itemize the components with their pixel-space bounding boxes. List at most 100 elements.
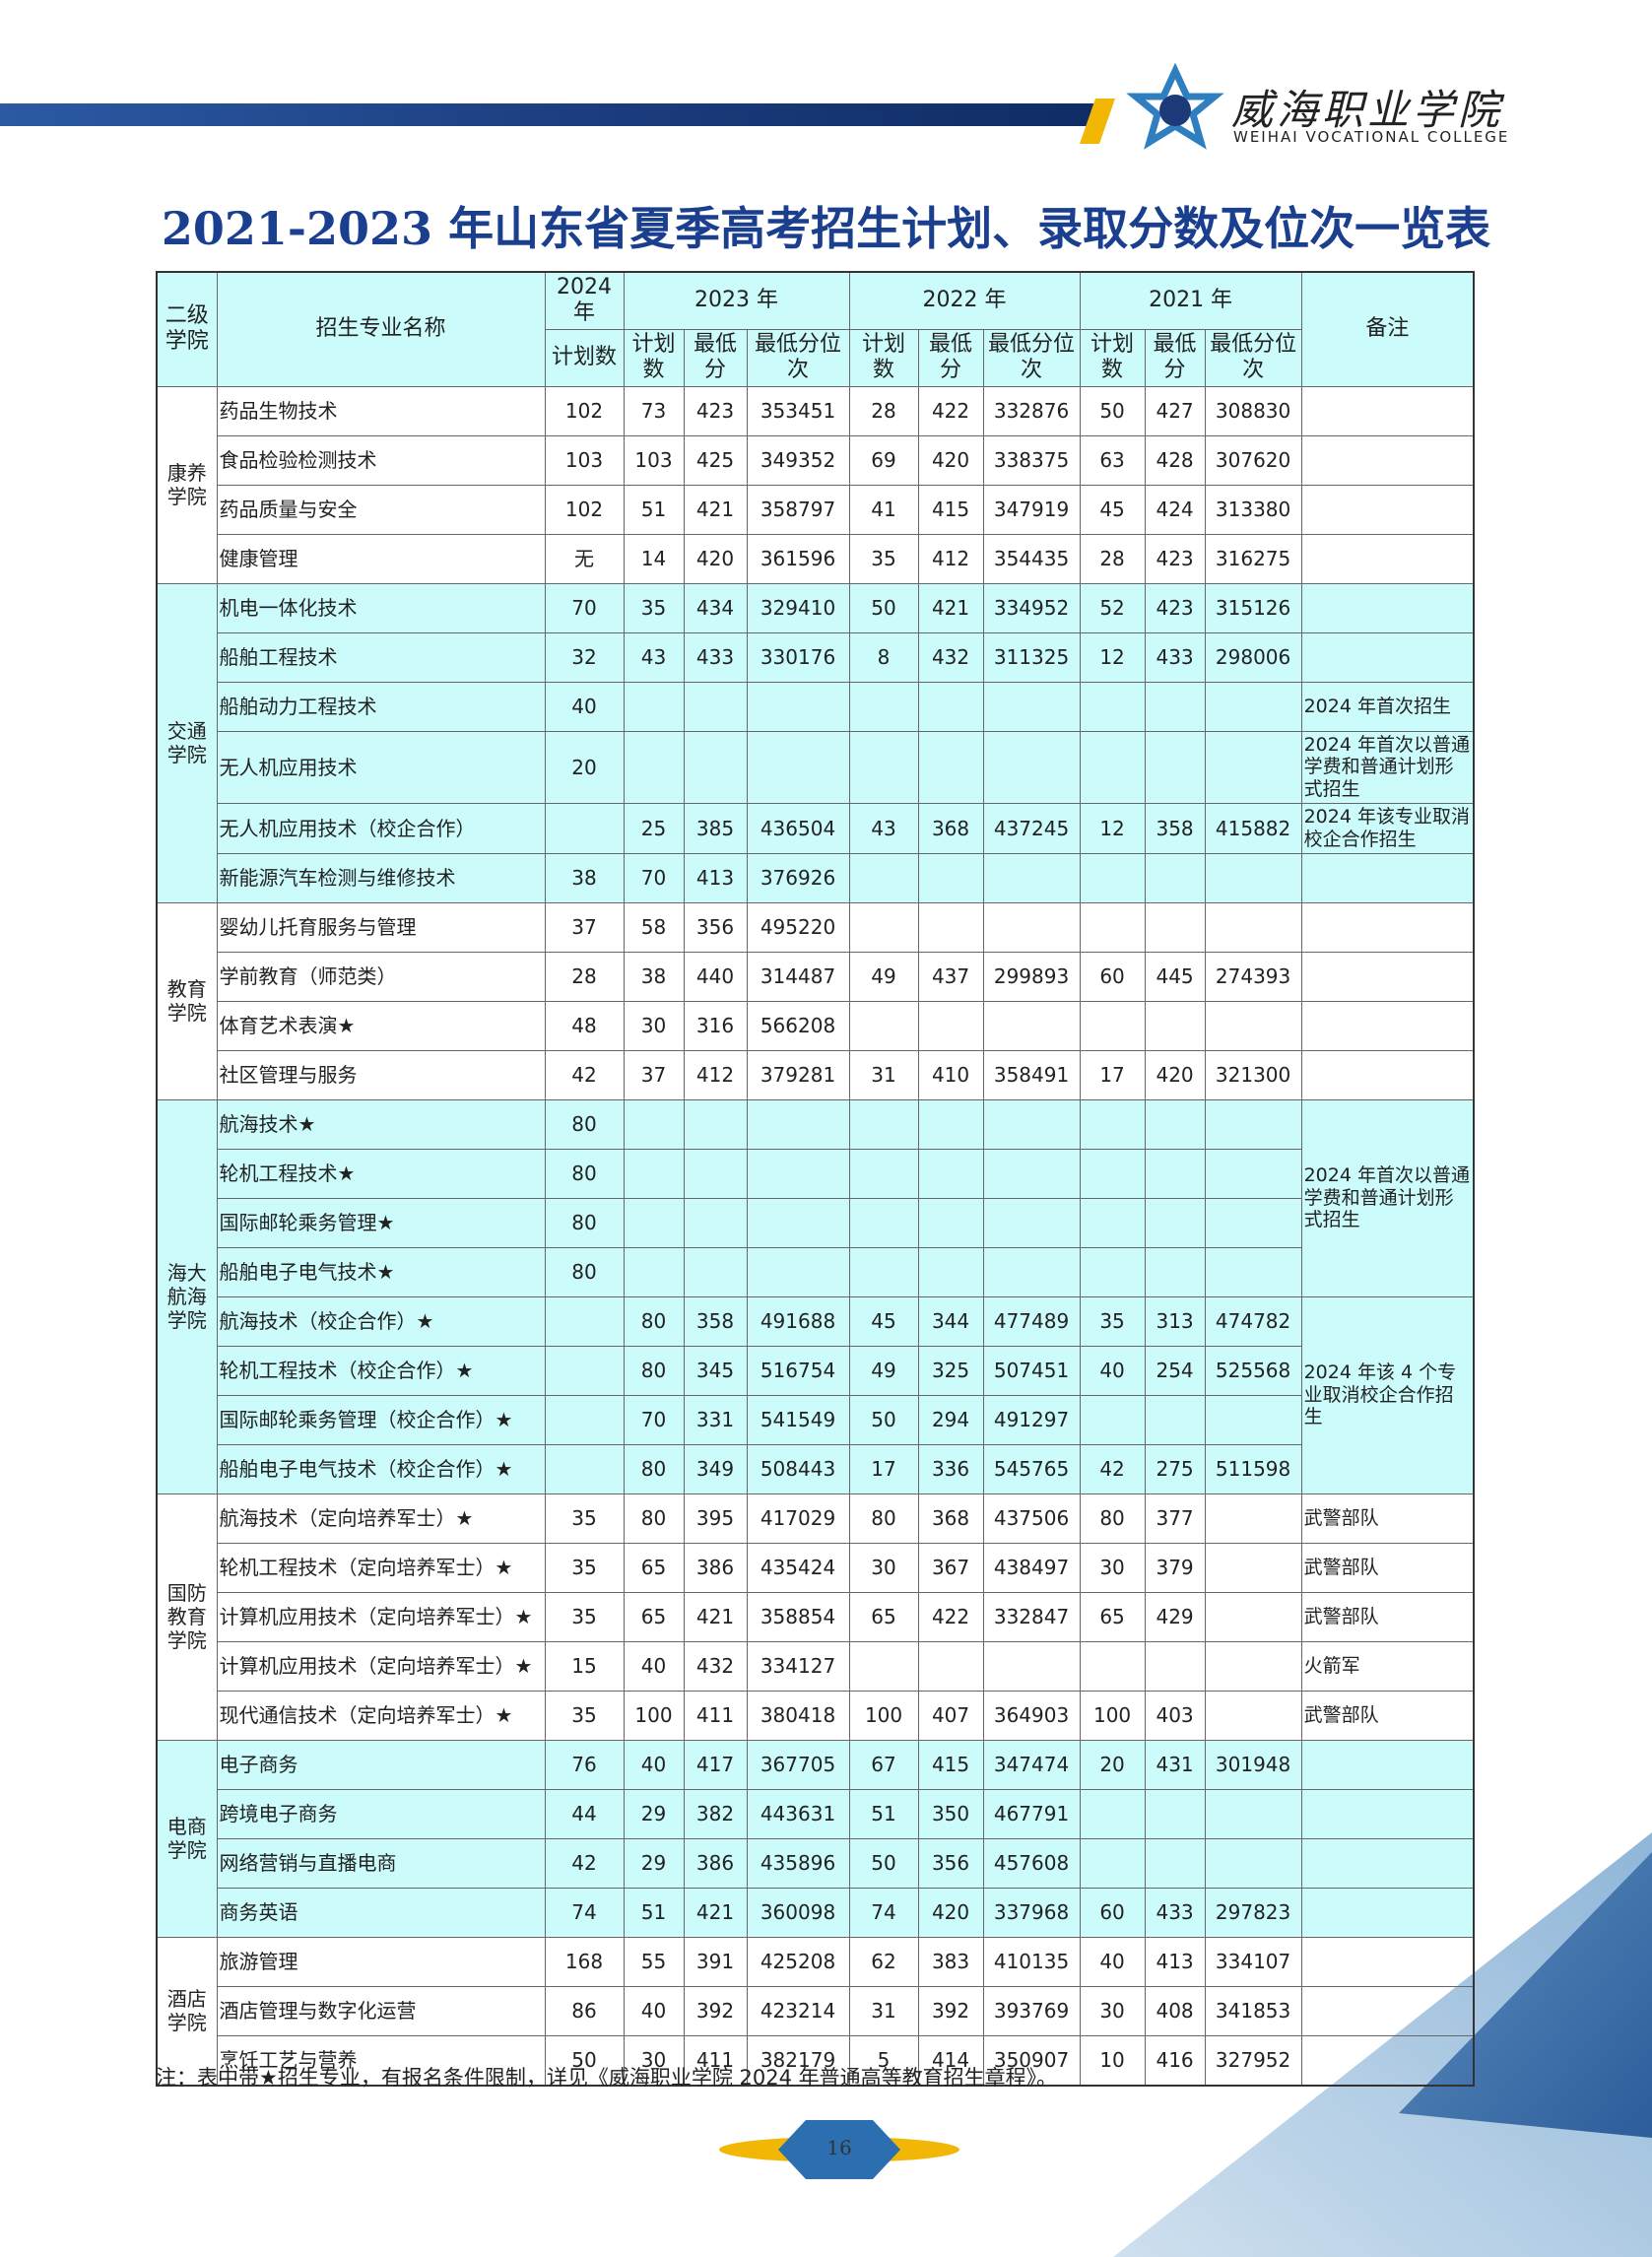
remark-cell: 2024 年首次招生	[1300, 681, 1475, 732]
value-cell: 420	[683, 533, 748, 584]
remark-cell	[1300, 901, 1475, 953]
table-row: 新能源汽车检测与维修技术 38 70 413 376926	[157, 852, 1475, 903]
remark-cell	[1300, 385, 1475, 436]
value-cell: 55	[623, 1936, 685, 1987]
value-cell	[917, 1000, 984, 1051]
value-cell: 15	[544, 1640, 625, 1692]
major-cell: 新能源汽车检测与维修技术	[216, 852, 546, 903]
value-cell: 491297	[982, 1394, 1081, 1445]
remark-cell	[1300, 1788, 1475, 1839]
value-cell: 40	[623, 1739, 685, 1790]
value-cell: 379	[1144, 1542, 1206, 1593]
value-cell: 20	[1079, 1739, 1146, 1790]
header-bar	[0, 103, 1093, 126]
value-cell	[1079, 681, 1146, 732]
major-cell: 机电一体化技术	[216, 582, 546, 633]
value-cell: 432	[917, 631, 984, 683]
value-cell: 541549	[746, 1394, 850, 1445]
header-row: 二级学院 招生专业名称 2024 年 2023 年 2022 年 2021 年备注	[156, 271, 1475, 387]
value-cell	[1204, 1837, 1302, 1889]
value-cell: 445	[1144, 951, 1206, 1002]
value-cell	[848, 901, 919, 953]
value-cell: 30	[848, 1542, 919, 1593]
value-cell: 358854	[746, 1591, 850, 1642]
major-cell: 国际邮轮乘务管理（校企合作）★	[216, 1394, 546, 1445]
value-cell: 545765	[982, 1443, 1081, 1494]
value-cell: 361596	[746, 533, 850, 584]
value-cell: 327952	[1204, 2034, 1302, 2087]
value-cell: 429	[1144, 1591, 1206, 1642]
value-cell: 358491	[982, 1049, 1081, 1100]
header-sub: 计划数	[623, 328, 685, 387]
value-cell: 313380	[1204, 484, 1302, 535]
college-cell: 电商学院	[156, 1739, 218, 1938]
value-cell: 377	[1144, 1493, 1206, 1544]
table-row: 社区管理与服务 42 37 412 379281 31 410 358491 17 420 3213…	[157, 1049, 1475, 1100]
value-cell: 410	[917, 1049, 984, 1100]
value-cell	[746, 1246, 850, 1297]
value-cell	[1204, 1246, 1302, 1297]
value-cell: 332847	[982, 1591, 1081, 1642]
value-cell: 无	[544, 533, 625, 584]
table-body: 康养学院 药品生物技术 102 73 423 353451 28 422 332876 50 427…	[156, 385, 1475, 2087]
college-cell: 交通学院	[156, 582, 218, 903]
remark-cell	[1300, 951, 1475, 1002]
major-cell: 船舶电子电气技术★	[216, 1246, 546, 1297]
value-cell: 507451	[982, 1345, 1081, 1396]
value-cell: 385	[683, 802, 748, 854]
table-row: 烹饪工艺与营养 50 30 411 382179 5 414 350907 10 416 32795…	[157, 2034, 1475, 2087]
value-cell: 413	[1144, 1936, 1206, 1987]
value-cell: 334107	[1204, 1936, 1302, 1987]
header-sub: 最低分位次	[746, 328, 850, 387]
header-year: 2024 年	[544, 271, 625, 330]
value-cell	[848, 1098, 919, 1150]
table-row: 酒店学院 旅游管理 168 55 391 425208 62 383 410135 40 413 33…	[156, 1936, 1475, 2087]
table-row: 国际邮轮乘务管理★ 80	[157, 1197, 1474, 1248]
value-cell	[982, 852, 1081, 903]
major-cell: 药品生物技术	[216, 385, 546, 436]
value-cell	[1144, 1246, 1206, 1297]
value-cell: 423	[683, 385, 748, 436]
value-cell: 356	[917, 1837, 984, 1889]
value-cell: 337968	[982, 1887, 1081, 1938]
major-cell: 轮机工程技术（校企合作）★	[216, 1345, 546, 1396]
value-cell: 49	[848, 951, 919, 1002]
value-cell: 415	[917, 484, 984, 535]
value-cell: 65	[623, 1591, 685, 1642]
value-cell: 65	[848, 1591, 919, 1642]
value-cell: 457608	[982, 1837, 1081, 1889]
value-cell: 417029	[746, 1493, 850, 1544]
header-cell: 招生专业名称	[216, 271, 546, 387]
value-cell	[683, 1246, 748, 1297]
value-cell: 425208	[746, 1936, 850, 1987]
value-cell: 358	[683, 1295, 748, 1347]
value-cell: 525568	[1204, 1345, 1302, 1396]
value-cell: 28	[1079, 533, 1146, 584]
value-cell: 80	[1079, 1493, 1146, 1544]
value-cell	[848, 681, 919, 732]
college-cell: 国防教育学院	[156, 1493, 218, 1741]
value-cell: 367	[917, 1542, 984, 1593]
value-cell	[1144, 1197, 1206, 1248]
table-row: 现代通信技术（定向培养军士）★ 35 100 411 380418 100 407 36490…	[157, 1690, 1475, 1741]
value-cell: 411	[683, 2034, 748, 2087]
remark-cell	[1300, 631, 1475, 683]
value-cell: 386	[683, 1542, 748, 1593]
value-cell: 12	[1079, 631, 1146, 683]
major-cell: 学前教育（师范类）	[216, 951, 546, 1002]
value-cell	[848, 1000, 919, 1051]
value-cell: 353451	[746, 385, 850, 436]
value-cell: 440	[683, 951, 748, 1002]
value-cell: 43	[623, 631, 685, 683]
value-cell: 25	[623, 802, 685, 854]
value-cell: 425	[683, 434, 748, 486]
value-cell	[1079, 1000, 1146, 1051]
value-cell: 35	[544, 1591, 625, 1642]
value-cell: 60	[1079, 1887, 1146, 1938]
value-cell	[1144, 681, 1206, 732]
value-cell: 254	[1144, 1345, 1206, 1396]
table-row: 教育学院 婴幼儿托育服务与管理 37 58 356 495220	[156, 901, 1475, 1100]
value-cell	[683, 1098, 748, 1150]
header-cell: 二级学院	[156, 271, 218, 387]
value-cell	[917, 1197, 984, 1248]
